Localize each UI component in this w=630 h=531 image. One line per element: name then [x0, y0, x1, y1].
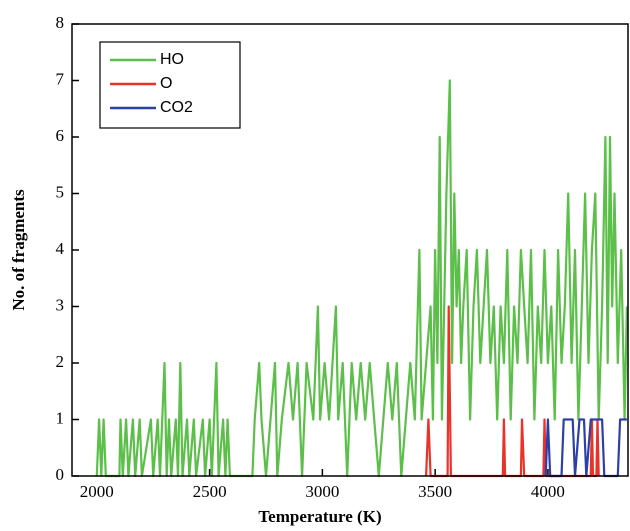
y-tick-label: 0	[56, 465, 65, 484]
legend-label: CO2	[160, 99, 193, 116]
y-tick-label: 7	[56, 69, 65, 88]
series-line	[95, 79, 628, 478]
y-tick-label: 5	[56, 182, 65, 201]
series-line	[425, 305, 600, 478]
plot-frame	[71, 23, 629, 477]
x-tick-label: 2500	[193, 482, 227, 501]
legend-label: O	[160, 75, 172, 92]
y-tick-label: 2	[56, 352, 65, 371]
series-line	[544, 418, 627, 478]
x-tick-label: 4000	[531, 482, 565, 501]
legend-label: HO	[160, 51, 184, 68]
y-tick-label: 6	[56, 126, 65, 145]
x-tick-label: 2000	[80, 482, 114, 501]
y-tick-label: 4	[56, 239, 65, 258]
x-tick-label: 3500	[418, 482, 452, 501]
y-tick-label: 1	[56, 408, 65, 427]
y-tick-label: 3	[56, 295, 65, 314]
y-axis-label: No. of fragments	[9, 189, 28, 311]
y-tick-label: 8	[56, 13, 65, 32]
x-tick-label: 3000	[305, 482, 339, 501]
x-axis-label: Temperature (K)	[258, 507, 381, 526]
